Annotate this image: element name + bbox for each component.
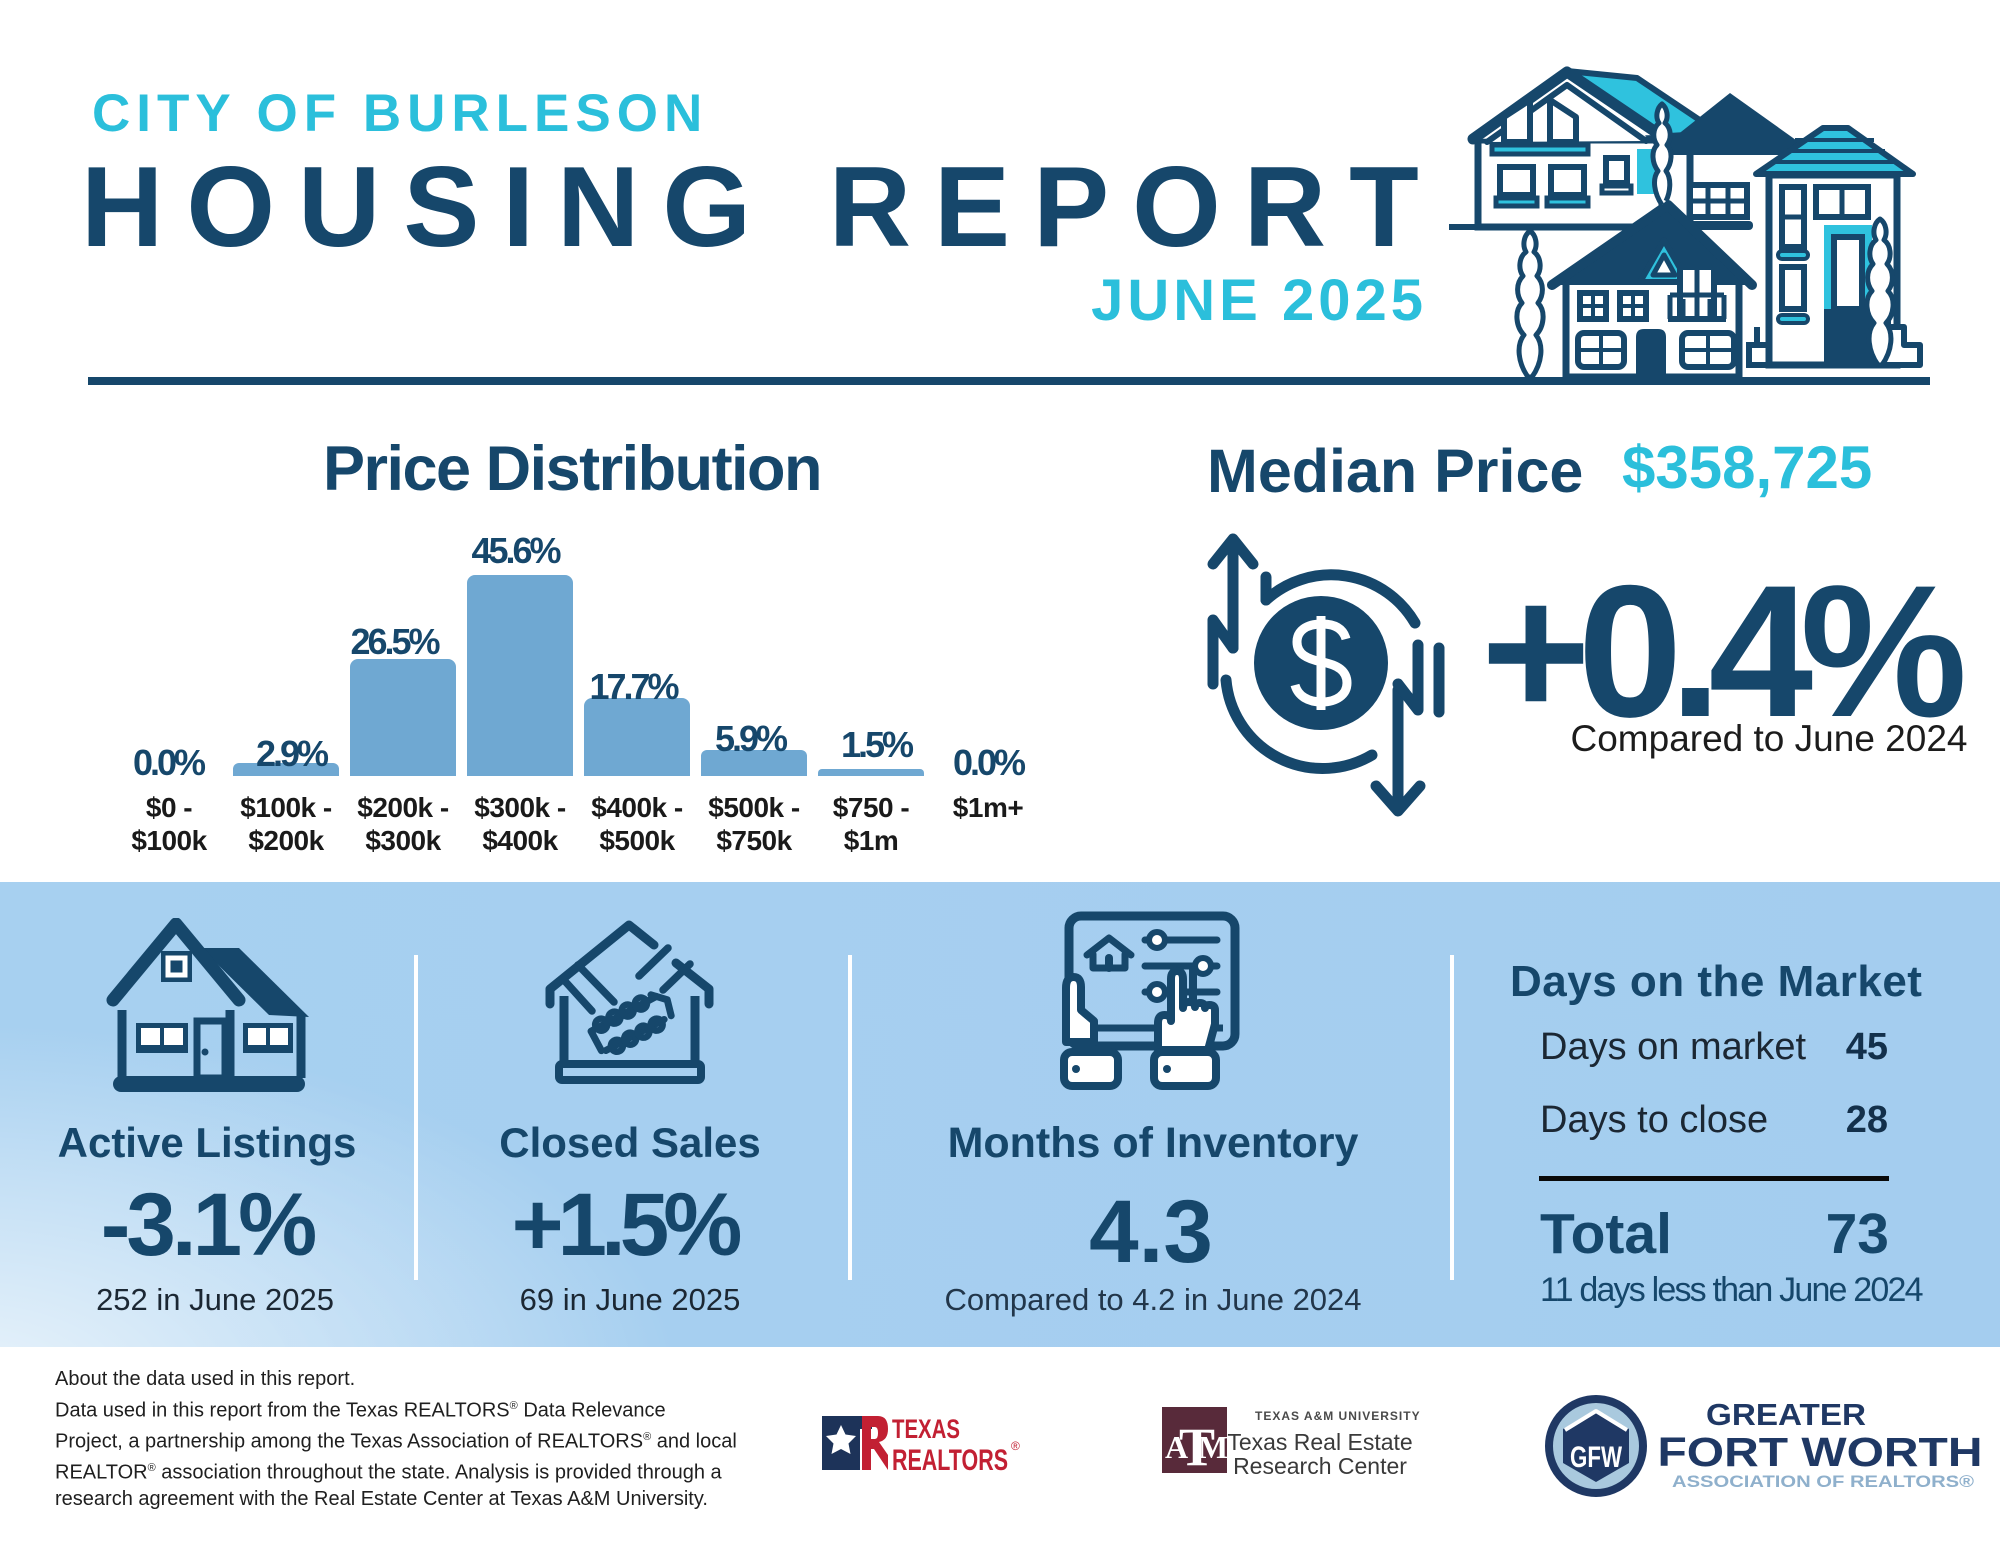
svg-text:Research Center: Research Center <box>1233 1453 1407 1479</box>
svg-text:TEXAS: TEXAS <box>892 1414 960 1444</box>
svg-text:A: A <box>1165 1429 1188 1465</box>
svg-text:ASSOCIATION OF REALTORS®: ASSOCIATION OF REALTORS® <box>1672 1472 1975 1491</box>
svg-text:GREATER: GREATER <box>1706 1397 1866 1432</box>
svg-text:GFW: GFW <box>1570 1441 1623 1474</box>
svg-text:REALTORS: REALTORS <box>892 1444 1008 1477</box>
svg-text:T: T <box>1179 1417 1215 1477</box>
svg-text:FORT WORTH: FORT WORTH <box>1658 1429 1983 1475</box>
svg-text:M: M <box>1198 1429 1228 1465</box>
svg-text:®: ® <box>1011 1439 1020 1453</box>
svg-text:Texas Real Estate: Texas Real Estate <box>1227 1429 1412 1455</box>
svg-text:TEXAS A&M UNIVERSITY: TEXAS A&M UNIVERSITY <box>1255 1409 1420 1423</box>
